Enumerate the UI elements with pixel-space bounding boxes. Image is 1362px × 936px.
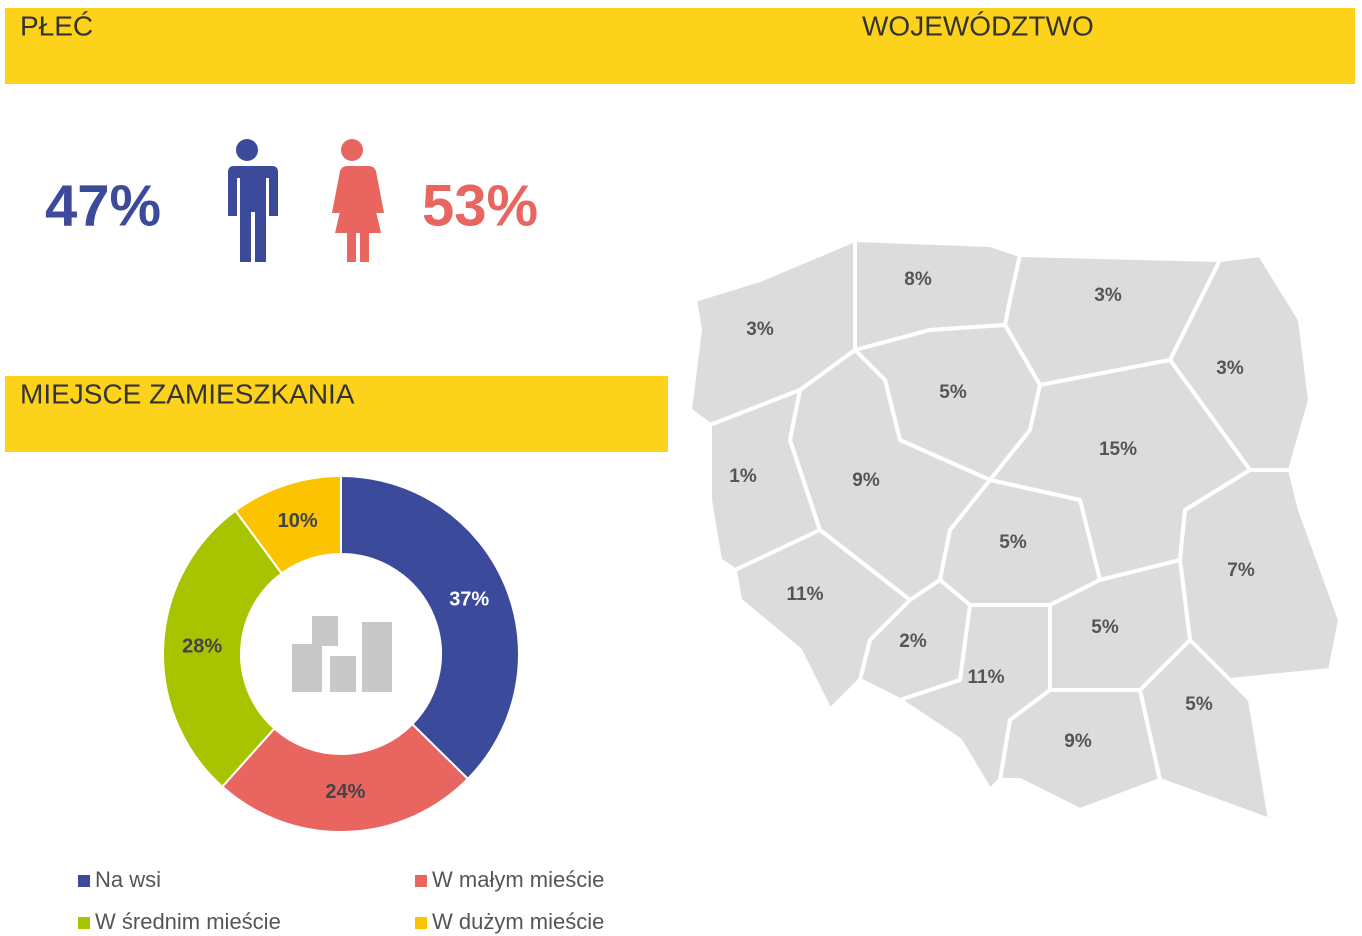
legend-swatch [415,917,427,929]
region-label: 15% [1099,439,1137,460]
region-label: 3% [1216,358,1244,379]
region-label: 2% [899,631,927,652]
region-label: 3% [1094,285,1122,306]
legend: Na wsi W małym mieście W średnim mieście W … [78,867,604,934]
region-label: 8% [904,269,932,290]
legend-swatch [78,917,90,929]
legend-label: W średnim mieście [95,909,281,934]
region-label: 5% [1185,694,1213,715]
female-percent: 53% [422,173,538,238]
legend-swatch [415,875,427,887]
legend-label: W małym mieście [432,867,604,892]
region-label: 5% [939,382,967,403]
residence-title: MIEJSCE ZAMIESZKANIA [20,378,355,409]
legend-label: Na wsi [95,867,161,892]
donut-segment [162,509,284,789]
male-percent: 47% [45,173,161,238]
segment-label: 24% [325,781,365,803]
segment-label: 10% [278,510,318,532]
legend-swatch [78,875,90,887]
gender-title: PŁEĆ [20,10,93,41]
region-label: 5% [1091,617,1119,638]
region-label: 9% [852,470,880,491]
donut-segment [220,722,470,833]
region-label: 3% [746,319,774,340]
region-label: 9% [1064,731,1092,752]
building-icon [292,616,392,692]
donut-chart: 37% 24% 28% 10% [162,474,520,833]
segment-label: 28% [182,636,222,658]
header-bar [5,8,1355,84]
region-label: 5% [999,532,1027,553]
region [1138,638,1272,822]
header-bar [5,376,668,452]
region-label: 7% [1227,560,1255,581]
female-icon [332,139,384,262]
region-label: 11% [787,584,824,605]
region-label: 11% [968,667,1005,688]
segment-label: 37% [449,589,489,611]
donut-segment [340,474,520,781]
donut-segment [234,474,342,575]
region [1178,468,1342,682]
region-label: 1% [729,466,757,487]
map: 3% 8% 3% 3% 5% 1% 9% 15% 5% 7% 11% 2% 11% 5% 9% 5% [688,238,1342,822]
male-icon [222,139,278,262]
region-title: WOJEWÓDZTWO [862,10,1094,41]
legend-label: W dużym mieście [432,909,604,934]
